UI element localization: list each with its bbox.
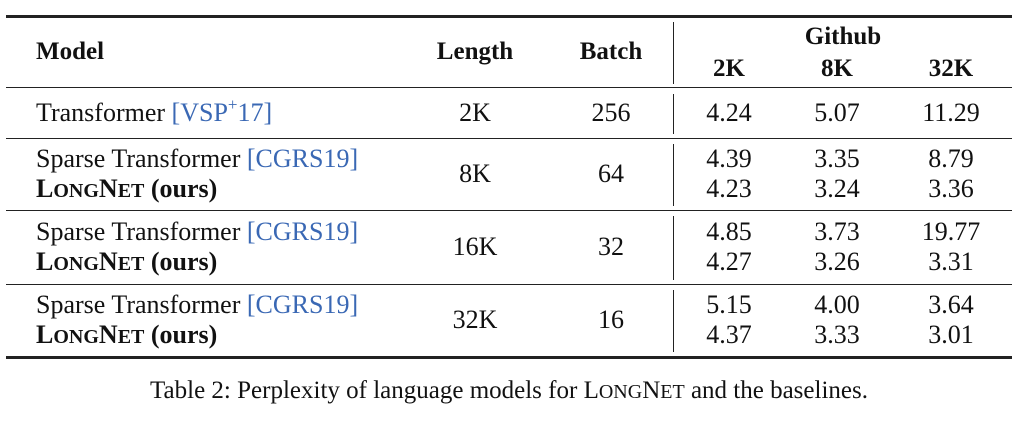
header-col-2k: 2K bbox=[713, 55, 745, 82]
longnet-model-name: LONGNET (ours) bbox=[36, 174, 218, 203]
row-rule bbox=[6, 284, 1012, 286]
value-cell: 3.33 bbox=[814, 320, 860, 349]
value-cell: 3.73 bbox=[814, 217, 860, 246]
value-cell: 4.00 bbox=[814, 290, 860, 319]
value-cell: 3.24 bbox=[814, 174, 860, 203]
length-cell: 2K bbox=[459, 98, 491, 127]
row-rule bbox=[6, 210, 1012, 212]
length-cell: 16K bbox=[452, 232, 498, 261]
value-cell: 4.27 bbox=[706, 247, 752, 276]
value-cell: 4.24 bbox=[706, 98, 752, 127]
bottom-rule bbox=[6, 356, 1012, 359]
value-cell: 4.23 bbox=[706, 174, 752, 203]
batch-cell: 256 bbox=[591, 98, 631, 127]
value-cell: 5.15 bbox=[706, 290, 752, 319]
header-col-32k: 32K bbox=[928, 55, 974, 82]
citation-link[interactable]: [CGRS19] bbox=[246, 290, 359, 319]
top-rule bbox=[6, 15, 1012, 18]
value-cell: 3.31 bbox=[928, 247, 974, 276]
column-separator bbox=[673, 22, 675, 84]
batch-cell: 16 bbox=[598, 305, 624, 334]
value-cell: 3.26 bbox=[814, 247, 860, 276]
header-length: Length bbox=[436, 38, 514, 65]
header-group: Github bbox=[804, 23, 882, 50]
model-name: Sparse Transformer [CGRS19] bbox=[36, 144, 359, 173]
column-separator bbox=[673, 94, 675, 134]
header-model: Model bbox=[36, 38, 105, 65]
length-cell: 8K bbox=[459, 159, 491, 188]
column-separator bbox=[673, 290, 675, 352]
batch-cell: 32 bbox=[598, 232, 624, 261]
row-rule bbox=[6, 138, 1012, 140]
value-cell: 3.64 bbox=[928, 290, 974, 319]
value-cell: 11.29 bbox=[922, 98, 980, 127]
value-cell: 19.77 bbox=[921, 217, 981, 246]
value-cell: 3.35 bbox=[814, 144, 860, 173]
longnet-model-name: LONGNET (ours) bbox=[36, 247, 218, 276]
value-cell: 4.85 bbox=[706, 217, 752, 246]
model-name: Sparse Transformer [CGRS19] bbox=[36, 290, 359, 319]
citation-link[interactable]: [VSP+17] bbox=[171, 95, 273, 127]
value-cell: 3.36 bbox=[928, 174, 974, 203]
value-cell: 3.01 bbox=[928, 320, 974, 349]
header-batch: Batch bbox=[579, 38, 643, 65]
header-rule bbox=[6, 87, 1012, 89]
column-separator bbox=[673, 144, 675, 206]
value-cell: 8.79 bbox=[928, 144, 974, 173]
table-caption: Table 2: Perplexity of language models f… bbox=[150, 377, 868, 404]
model-name: Sparse Transformer [CGRS19] bbox=[36, 217, 359, 246]
column-separator bbox=[673, 216, 675, 280]
citation-link[interactable]: [CGRS19] bbox=[246, 217, 359, 246]
citation-link[interactable]: [CGRS19] bbox=[246, 144, 359, 173]
length-cell: 32K bbox=[452, 305, 498, 334]
model-name: Transformer [VSP+17] bbox=[36, 95, 273, 127]
longnet-model-name: LONGNET (ours) bbox=[36, 320, 218, 349]
header-col-8k: 8K bbox=[821, 55, 853, 82]
batch-cell: 64 bbox=[598, 159, 624, 188]
value-cell: 4.39 bbox=[706, 144, 752, 173]
value-cell: 4.37 bbox=[706, 320, 752, 349]
value-cell: 5.07 bbox=[814, 98, 860, 127]
